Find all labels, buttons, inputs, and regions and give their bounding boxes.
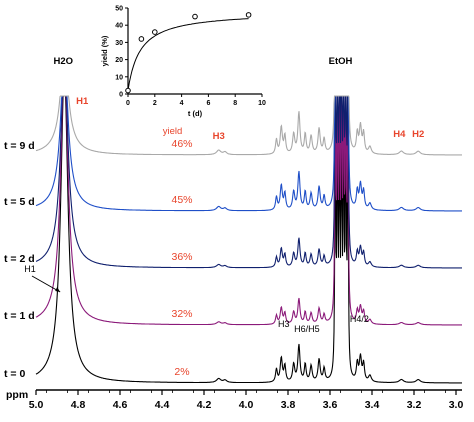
- x-tick-label: 4.2: [197, 399, 212, 411]
- inset-background: [98, 2, 272, 120]
- peak-label: H3: [278, 319, 290, 329]
- peak-label: EtOH: [329, 56, 353, 67]
- inset-y-tick-label: 0: [119, 92, 123, 99]
- x-tick-label: 4.4: [155, 399, 170, 411]
- trace-label: t = 0: [4, 368, 25, 380]
- yield-value: 36%: [171, 251, 192, 263]
- inset-yield-plot: 0 2 4 6 8 10 0 10 20 30 40 50 t (d) yield (%): [98, 2, 272, 120]
- x-tick-label: 5.0: [29, 399, 44, 411]
- trace-labels: t = 0 t = 1 d t = 2 d t = 5 d t = 9 d: [4, 140, 35, 380]
- spectra-group: [35, 95, 462, 384]
- peak-label: H2O: [54, 56, 74, 67]
- spectrum-trace-4: [35, 95, 462, 156]
- trace-label: t = 9 d: [4, 140, 35, 152]
- yield-value: 45%: [171, 194, 192, 206]
- x-tick-label: 3.6: [323, 399, 338, 411]
- inset-x-tick-label: 10: [258, 100, 266, 107]
- trace-label: t = 1 d: [4, 310, 35, 322]
- yield-value: 46%: [171, 138, 192, 150]
- peak-label: yield: [163, 126, 183, 137]
- x-tick-label: 3.8: [281, 399, 296, 411]
- trace-label: t = 5 d: [4, 196, 35, 208]
- peak-label: H1: [24, 264, 36, 274]
- peak-label: H2: [412, 129, 424, 140]
- inset-y-label: yield (%): [100, 35, 109, 66]
- x-axis-label: ppm: [6, 389, 28, 401]
- peak-label: H1: [76, 96, 89, 107]
- h1-arrow-head: [55, 287, 61, 292]
- inset-x-tick-label: 4: [180, 100, 184, 107]
- peak-label: H3: [213, 131, 225, 142]
- spectrum-trace-2: [35, 95, 462, 269]
- inset-y-tick-label: 30: [115, 40, 123, 47]
- spectrum-trace-3: [35, 95, 462, 212]
- inset-y-tick-label: 40: [115, 23, 123, 30]
- yield-value: 32%: [171, 308, 192, 320]
- inset-y-tick-label: 50: [115, 6, 123, 13]
- inset-y-tick-label: 20: [115, 57, 123, 64]
- peak-labels-top: H2O H1 yield H3 EtOH H4 H2: [54, 56, 425, 142]
- ppm-axis: 5.0 4.8 4.6 4.4 4.2 4.0 3.8 3.6 3.4 3.2 3.0 ppm: [6, 389, 463, 411]
- x-tick-label: 3.0: [449, 399, 464, 411]
- inset-x-tick-label: 6: [206, 100, 210, 107]
- inset-fit-curve: [127, 18, 249, 91]
- x-tick-label: 4.0: [239, 399, 254, 411]
- inset-point: [152, 29, 158, 35]
- inset-y-tick-label: 10: [115, 74, 123, 81]
- peak-label: H4/2: [350, 314, 369, 324]
- inset-point: [192, 13, 198, 20]
- trace-label: t = 2 d: [4, 253, 35, 265]
- inset-x-label: t (d): [188, 109, 203, 118]
- inset-x-tick-label: 8: [233, 100, 237, 107]
- inset-x-tick-label: 0: [126, 100, 130, 107]
- yield-value: 2%: [174, 366, 189, 378]
- inset-point: [138, 36, 145, 42]
- x-tick-label: 4.8: [71, 399, 86, 411]
- peak-label: H4: [393, 129, 406, 140]
- x-tick-label: 4.6: [113, 399, 128, 411]
- spectrum-trace-0: [35, 95, 462, 384]
- inset-point: [125, 87, 131, 94]
- inset-point: [245, 12, 252, 18]
- peak-labels-bottom: H1 H3 H6/H5 H4/2: [24, 264, 369, 334]
- x-tick-label: 3.2: [407, 399, 422, 411]
- spectrum-trace-1: [35, 95, 462, 326]
- peak-label: H6/H5: [294, 324, 320, 334]
- yield-labels: 2% 32% 36% 45% 46%: [171, 138, 192, 378]
- h1-arrow-line: [31, 275, 61, 293]
- x-tick-label: 3.4: [365, 399, 380, 411]
- inset-x-tick-label: 2: [153, 100, 157, 107]
